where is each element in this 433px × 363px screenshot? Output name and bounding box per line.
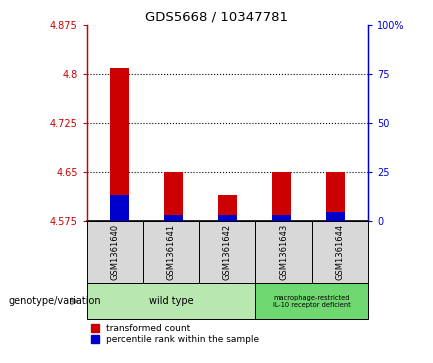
- Bar: [164, 215, 183, 221]
- Bar: [87, 221, 143, 283]
- Legend: transformed count, percentile rank within the sample: transformed count, percentile rank withi…: [91, 324, 260, 344]
- Text: GSM1361642: GSM1361642: [223, 224, 232, 280]
- Bar: [255, 283, 368, 319]
- Bar: [312, 221, 368, 283]
- Bar: [326, 172, 345, 221]
- Text: GSM1361641: GSM1361641: [167, 224, 175, 280]
- Text: genotype/variation: genotype/variation: [9, 296, 101, 306]
- Text: GSM1361643: GSM1361643: [279, 224, 288, 280]
- Bar: [218, 215, 237, 221]
- Bar: [87, 283, 255, 319]
- Bar: [110, 68, 129, 221]
- Bar: [255, 221, 312, 283]
- Bar: [143, 221, 199, 283]
- Bar: [164, 172, 183, 221]
- Text: macrophage-restricted
IL-10 receptor deficient: macrophage-restricted IL-10 receptor def…: [273, 294, 351, 308]
- Text: GSM1361640: GSM1361640: [110, 224, 119, 280]
- Text: GDS5668 / 10347781: GDS5668 / 10347781: [145, 11, 288, 24]
- Bar: [272, 172, 291, 221]
- Bar: [272, 215, 291, 221]
- Text: wild type: wild type: [149, 296, 194, 306]
- Bar: [326, 212, 345, 221]
- Text: GSM1361644: GSM1361644: [336, 224, 344, 280]
- Bar: [110, 195, 129, 221]
- Bar: [218, 195, 237, 221]
- Bar: [199, 221, 255, 283]
